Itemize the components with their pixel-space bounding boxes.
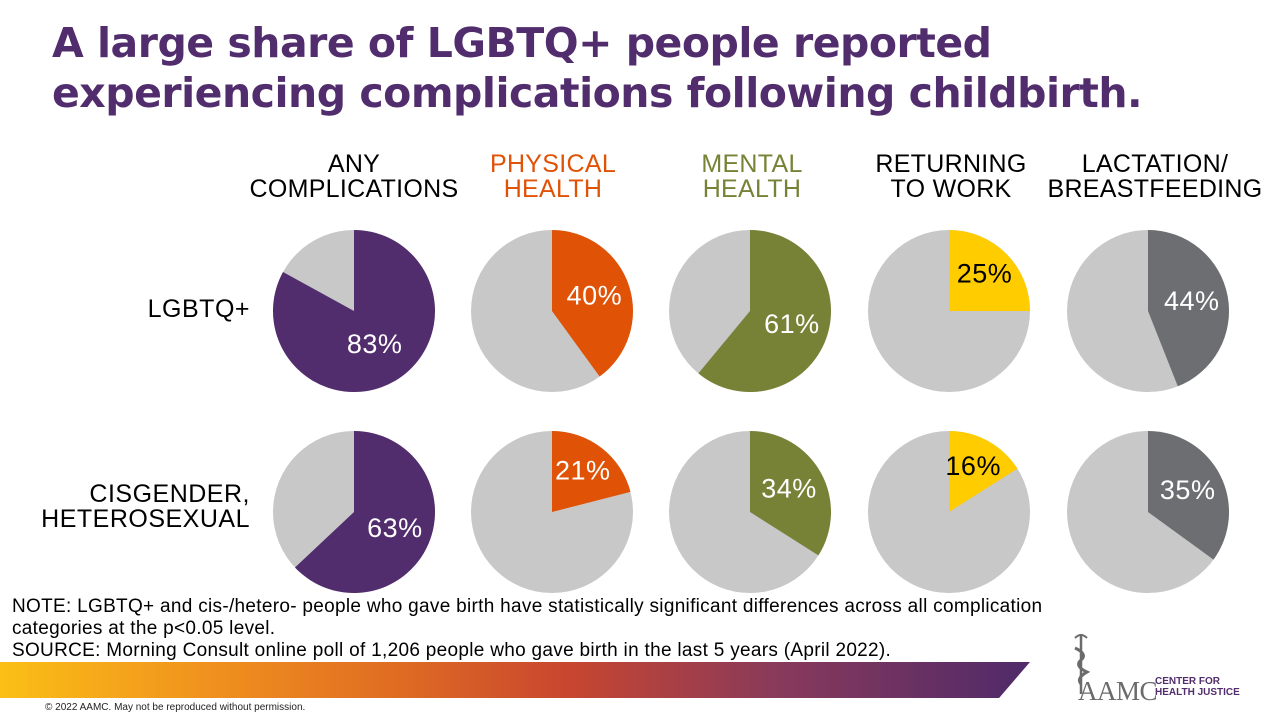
pie-value-label: 34% (761, 474, 817, 504)
pie-1-4: 35% (1067, 431, 1230, 593)
gradient-bar (0, 662, 1030, 698)
column-header-line: MENTAL (701, 150, 803, 178)
pie-chart-grid: 83% 40% 61% 25% 44% 63% 21% 34% 16% 35% (273, 230, 1230, 593)
column-header-line: LACTATION/ (1081, 150, 1229, 178)
column-header-lactation: LACTATION/ BREASTFEEDING (1040, 152, 1270, 202)
pie-value-slice (1148, 431, 1230, 560)
column-header-line: ANY (327, 150, 381, 178)
source-line: SOURCE: Morning Consult online poll of 1… (12, 640, 892, 661)
column-header-line: COMPLICATIONS (249, 175, 459, 203)
pie-value-slice (750, 431, 831, 556)
pie-value-slice (698, 230, 832, 392)
pie-value-slice (949, 230, 1030, 311)
column-header-line: HEALTH (702, 175, 802, 203)
column-header-any: ANY COMPLICATIONS (239, 152, 469, 202)
pie-0-3: 25% (868, 230, 1030, 392)
pie-value-slice (949, 431, 1018, 512)
pie-value-slice (552, 230, 633, 377)
pie-value-label: 61% (764, 309, 820, 339)
row-label-line: HETEROSEXUAL (41, 505, 250, 533)
row-label-line: CISGENDER, (89, 480, 250, 508)
pie-1-3: 16% (868, 431, 1030, 593)
pie-value-slice (273, 230, 436, 393)
pie-value-label: 16% (945, 451, 1001, 481)
note-text: NOTE: LGBTQ+ and cis-/hetero- people who… (12, 596, 1232, 662)
pie-1-0: 63% (273, 430, 436, 593)
note-line: categories at the p<0.05 level. (12, 618, 276, 639)
copyright: © 2022 AAMC. May not be reproduced witho… (45, 702, 306, 713)
column-header-line: PHYSICAL (489, 150, 617, 178)
row-label-line: LGBTQ+ (147, 295, 250, 323)
caduceus-icon (1074, 634, 1091, 694)
pie-value-label: 25% (957, 259, 1013, 289)
pie-value-label: 44% (1164, 286, 1220, 316)
note-line: NOTE: LGBTQ+ and cis-/hetero- people who… (12, 596, 1043, 617)
pie-value-slice (552, 431, 631, 512)
pie-value-label: 35% (1160, 475, 1216, 505)
pie-value-slice (294, 430, 436, 593)
column-header-physical: PHYSICAL HEALTH (438, 152, 668, 202)
row-label-lgbtq: LGBTQ+ (148, 297, 250, 322)
logo-subtext-line: CENTER FOR (1155, 676, 1220, 687)
page-title: A large share of LGBTQ+ people reported … (52, 19, 1143, 117)
pie-1-1: 21% (471, 431, 633, 593)
pie-0-4: 44% (1067, 230, 1229, 392)
pie-0-2: 61% (669, 230, 832, 392)
column-header-line: RETURNING (875, 150, 1027, 178)
pie-value-label: 63% (367, 513, 423, 543)
column-header-line: BREASTFEEDING (1047, 175, 1263, 203)
aamc-logo: AAMC CENTER FOR HEALTH JUSTICE (1066, 630, 1246, 706)
column-header-work: RETURNING TO WORK (836, 152, 1066, 202)
pie-value-slice (1148, 230, 1229, 387)
column-header-line: TO WORK (890, 175, 1012, 203)
pie-0-1: 40% (471, 230, 633, 392)
pie-1-2: 34% (669, 431, 831, 593)
row-label-cis-hetero: CISGENDER, HETEROSEXUAL (41, 482, 250, 532)
pie-value-label: 40% (567, 280, 623, 310)
logo-subtext-line: HEALTH JUSTICE (1155, 687, 1240, 698)
column-header-line: HEALTH (503, 175, 603, 203)
pie-value-label: 83% (347, 329, 403, 359)
logo-subtext: CENTER FOR HEALTH JUSTICE (1155, 676, 1245, 698)
column-header-mental: MENTAL HEALTH (637, 152, 867, 202)
pie-0-0: 83% (273, 230, 436, 393)
logo-text: AAMC (1078, 676, 1158, 706)
pie-value-label: 21% (555, 455, 611, 485)
